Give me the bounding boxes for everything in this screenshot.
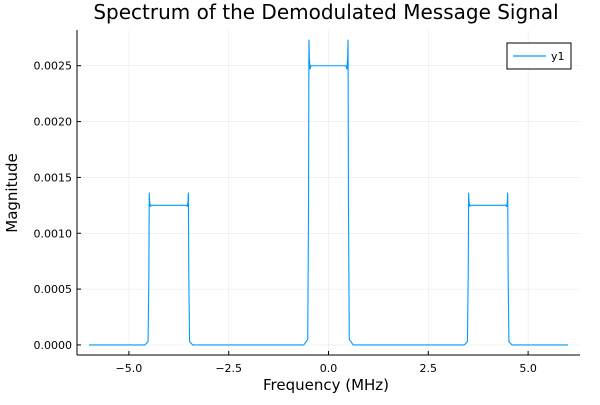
x-tick-label: 5.0 — [519, 362, 537, 375]
y-tick-label: 0.0015 — [34, 171, 73, 184]
legend: y1 — [506, 42, 572, 70]
grid — [77, 30, 580, 355]
y-tick-label: 0.0025 — [34, 60, 73, 73]
x-tick-label: 0.0 — [320, 362, 338, 375]
x-tick-label: −2.5 — [215, 362, 242, 375]
y-axis-title: Magnitude — [3, 153, 21, 232]
series-line — [88, 39, 569, 346]
legend-label: y1 — [551, 50, 565, 63]
ticks: −5.0 −2.5 0.0 2.5 5.0 0.0000 0.0005 0.0010 0.001… — [34, 60, 537, 375]
x-tick-label: −5.0 — [116, 362, 143, 375]
y-tick-label: 0.0010 — [34, 227, 73, 240]
chart-title: Spectrum of the Demodulated Message Sign… — [93, 0, 558, 24]
plot-area — [88, 39, 569, 346]
y-tick-label: 0.0020 — [34, 116, 73, 129]
x-axis-title: Frequency (MHz) — [263, 376, 389, 394]
y-tick-label: 0.0000 — [34, 339, 73, 352]
x-tick-label: 2.5 — [420, 362, 438, 375]
y-tick-label: 0.0005 — [34, 283, 73, 296]
